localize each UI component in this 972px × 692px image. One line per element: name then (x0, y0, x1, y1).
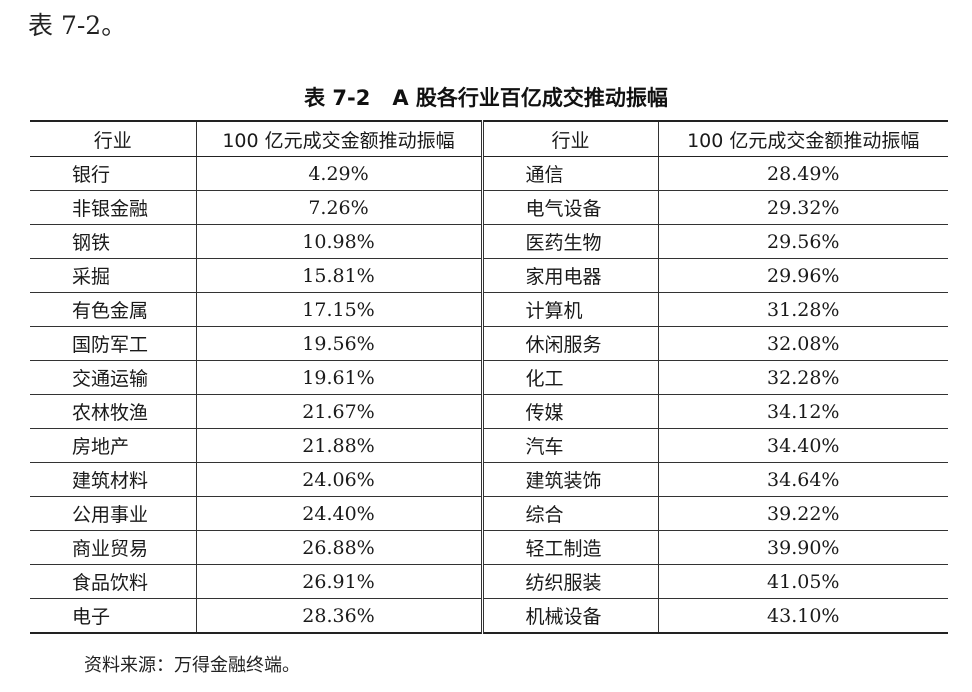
table-row: 电子 28.36% 机械设备 43.10% (30, 598, 948, 634)
right-amplitude-cell: 32.08% (657, 326, 948, 361)
left-amplitude-cell: 15.81% (195, 258, 482, 293)
header-industry-right: 行业 (480, 121, 658, 157)
left-industry-cell: 食品饮料 (30, 564, 196, 599)
table-row: 公用事业 24.40% 综合 39.22% (30, 496, 948, 531)
left-industry-cell: 国防军工 (30, 326, 196, 361)
left-industry-cell: 有色金属 (30, 292, 196, 327)
right-industry-cell: 综合 (480, 496, 658, 531)
table-row: 农林牧渔 21.67% 传媒 34.12% (30, 394, 948, 429)
right-industry-cell: 化工 (480, 360, 658, 395)
right-amplitude-cell: 39.22% (657, 496, 948, 531)
table-row: 国防军工 19.56% 休闲服务 32.08% (30, 326, 948, 361)
table-row: 商业贸易 26.88% 轻工制造 39.90% (30, 530, 948, 565)
right-amplitude-cell: 39.90% (657, 530, 948, 565)
left-industry-cell: 建筑材料 (30, 462, 196, 497)
right-industry-cell: 医药生物 (480, 224, 658, 259)
right-industry-cell: 轻工制造 (480, 530, 658, 565)
left-industry-cell: 交通运输 (30, 360, 196, 395)
left-amplitude-cell: 4.29% (195, 156, 482, 191)
right-industry-cell: 电气设备 (480, 190, 658, 225)
right-amplitude-cell: 43.10% (657, 598, 948, 634)
table-row: 采掘 15.81% 家用电器 29.96% (30, 258, 948, 293)
right-industry-cell: 汽车 (480, 428, 658, 463)
table-body: 银行 4.29% 通信 28.49% 非银金融 7.26% 电气设备 29.32% 钢铁 10.9… (30, 156, 948, 634)
right-amplitude-cell: 34.40% (657, 428, 948, 463)
left-amplitude-cell: 19.56% (195, 326, 482, 361)
table-row: 银行 4.29% 通信 28.49% (30, 156, 948, 191)
source-note: 资料来源：万得金融终端。 (84, 655, 300, 676)
table-row: 钢铁 10.98% 医药生物 29.56% (30, 224, 948, 259)
left-amplitude-cell: 19.61% (195, 360, 482, 395)
left-amplitude-cell: 10.98% (195, 224, 482, 259)
table-row: 建筑材料 24.06% 建筑装饰 34.64% (30, 462, 948, 497)
right-industry-cell: 机械设备 (480, 598, 658, 634)
left-industry-cell: 房地产 (30, 428, 196, 463)
intro-text: 表 7-2。 (28, 11, 127, 40)
table-row: 房地产 21.88% 汽车 34.40% (30, 428, 948, 463)
right-amplitude-cell: 29.56% (657, 224, 948, 259)
left-amplitude-cell: 24.40% (195, 496, 482, 531)
right-industry-cell: 休闲服务 (480, 326, 658, 361)
left-industry-cell: 银行 (30, 156, 196, 191)
right-amplitude-cell: 29.32% (657, 190, 948, 225)
right-amplitude-cell: 34.12% (657, 394, 948, 429)
right-industry-cell: 建筑装饰 (480, 462, 658, 497)
left-industry-cell: 农林牧渔 (30, 394, 196, 429)
right-amplitude-cell: 28.49% (657, 156, 948, 191)
left-industry-cell: 钢铁 (30, 224, 196, 259)
right-industry-cell: 通信 (480, 156, 658, 191)
left-amplitude-cell: 21.88% (195, 428, 482, 463)
left-amplitude-cell: 17.15% (195, 292, 482, 327)
left-amplitude-cell: 26.88% (195, 530, 482, 565)
table-number: 表 7-2 (304, 86, 371, 110)
right-industry-cell: 传媒 (480, 394, 658, 429)
right-amplitude-cell: 32.28% (657, 360, 948, 395)
header-amplitude-right: 100 亿元成交金额推动振幅 (657, 121, 948, 157)
left-industry-cell: 非银金融 (30, 190, 196, 225)
right-industry-cell: 纺织服装 (480, 564, 658, 599)
left-amplitude-cell: 28.36% (195, 598, 482, 634)
right-amplitude-cell: 29.96% (657, 258, 948, 293)
right-industry-cell: 计算机 (480, 292, 658, 327)
header-industry-left: 行业 (30, 121, 196, 157)
table-caption: 表 7-2 A 股各行业百亿成交推动振幅 (0, 84, 972, 112)
table-row: 交通运输 19.61% 化工 32.28% (30, 360, 948, 395)
right-amplitude-cell: 41.05% (657, 564, 948, 599)
amplitude-table: 行业 100 亿元成交金额推动振幅 行业 100 亿元成交金额推动振幅 银行 4.… (30, 120, 948, 634)
left-industry-cell: 电子 (30, 598, 196, 634)
left-amplitude-cell: 21.67% (195, 394, 482, 429)
table-title: A 股各行业百亿成交推动振幅 (392, 86, 668, 110)
left-industry-cell: 采掘 (30, 258, 196, 293)
left-industry-cell: 商业贸易 (30, 530, 196, 565)
header-row: 行业 100 亿元成交金额推动振幅 行业 100 亿元成交金额推动振幅 (30, 121, 948, 157)
left-amplitude-cell: 7.26% (195, 190, 482, 225)
left-industry-cell: 公用事业 (30, 496, 196, 531)
table-row: 非银金融 7.26% 电气设备 29.32% (30, 190, 948, 225)
right-amplitude-cell: 34.64% (657, 462, 948, 497)
table-row: 有色金属 17.15% 计算机 31.28% (30, 292, 948, 327)
left-amplitude-cell: 24.06% (195, 462, 482, 497)
left-amplitude-cell: 26.91% (195, 564, 482, 599)
table-row: 食品饮料 26.91% 纺织服装 41.05% (30, 564, 948, 599)
header-amplitude-left: 100 亿元成交金额推动振幅 (195, 121, 482, 157)
right-industry-cell: 家用电器 (480, 258, 658, 293)
right-amplitude-cell: 31.28% (657, 292, 948, 327)
